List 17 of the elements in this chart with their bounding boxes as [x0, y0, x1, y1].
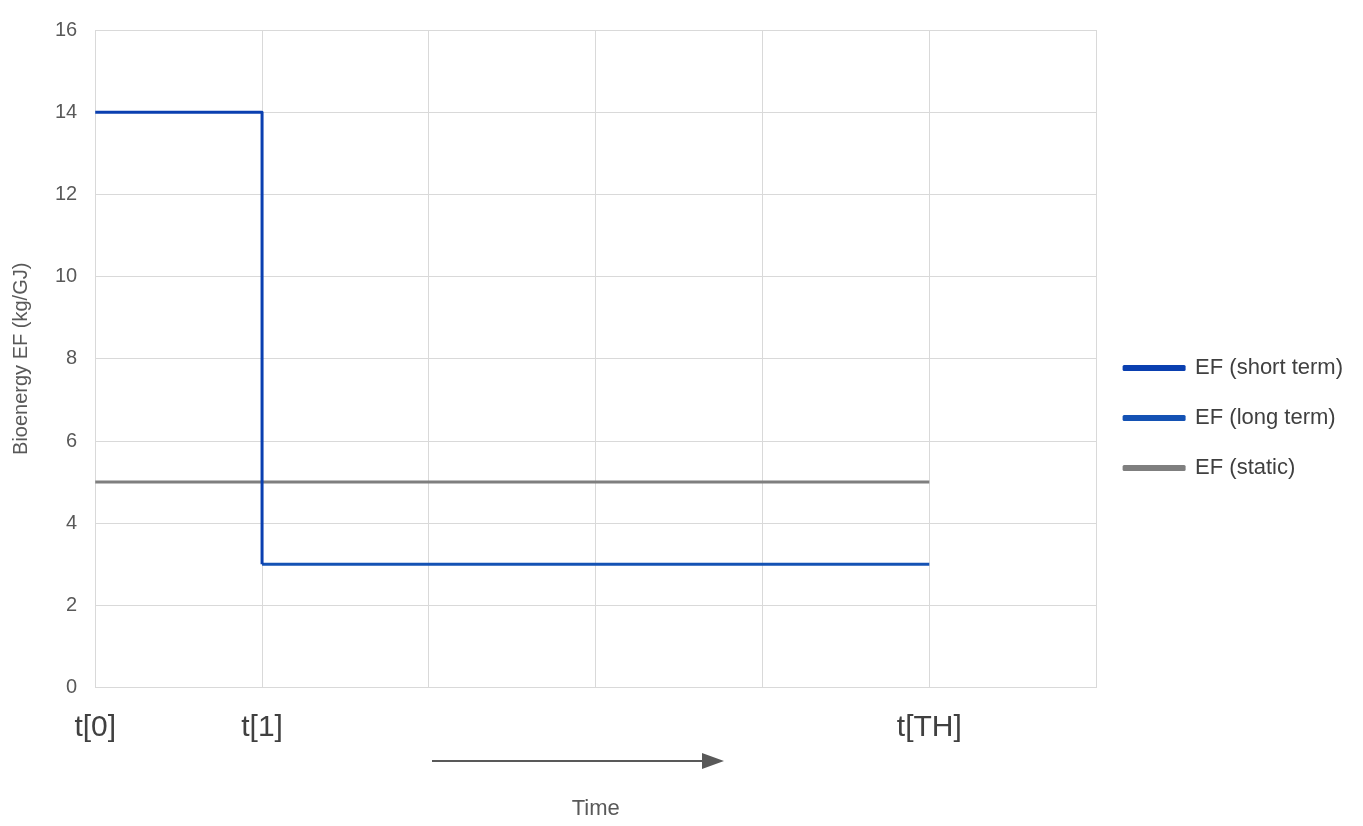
- y-tick-label: 2: [66, 592, 78, 615]
- y-tick-label: 12: [55, 181, 78, 204]
- x-axis-title: Time: [571, 794, 620, 820]
- legend-label: EF (long term): [1195, 404, 1336, 430]
- x-tick-label: t[1]: [241, 708, 283, 742]
- y-tick-label: 0: [66, 675, 78, 698]
- y-tick-label: 14: [55, 99, 78, 122]
- legend-label: EF (short term): [1195, 354, 1344, 380]
- legend-label: EF (static): [1195, 454, 1296, 480]
- x-tick-label: t[TH]: [896, 708, 962, 742]
- y-tick-label: 6: [66, 428, 78, 451]
- y-tick-label: 8: [66, 346, 78, 369]
- y-tick-label: 16: [55, 17, 78, 40]
- y-axis-title: Bioenergy EF (kg/GJ): [8, 262, 31, 455]
- y-tick-label: 4: [66, 510, 78, 533]
- y-tick-label: 10: [55, 264, 78, 287]
- x-tick-label: t[0]: [74, 708, 117, 742]
